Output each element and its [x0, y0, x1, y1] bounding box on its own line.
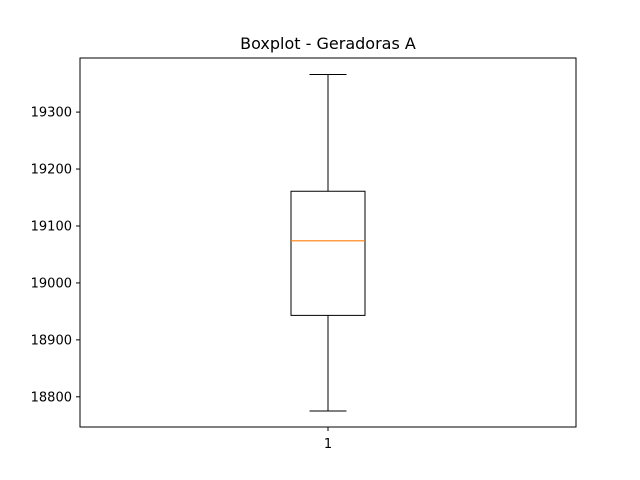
y-tick-label: 19300	[31, 106, 72, 121]
x-tick-label: 1	[324, 437, 332, 452]
chart-title: Boxplot - Geradoras A	[240, 34, 416, 53]
y-tick-label: 19200	[31, 163, 72, 178]
y-tick-label: 19100	[31, 219, 72, 234]
y-axis: 18800 18900 19000 19100 19200 19300	[31, 106, 80, 405]
y-tick-label: 18800	[31, 390, 72, 405]
box-iqr	[290, 190, 366, 316]
x-axis: 1	[324, 427, 332, 452]
y-tick-label: 19000	[31, 276, 72, 291]
boxes-group	[290, 74, 366, 412]
y-tick-label: 18900	[31, 333, 72, 348]
